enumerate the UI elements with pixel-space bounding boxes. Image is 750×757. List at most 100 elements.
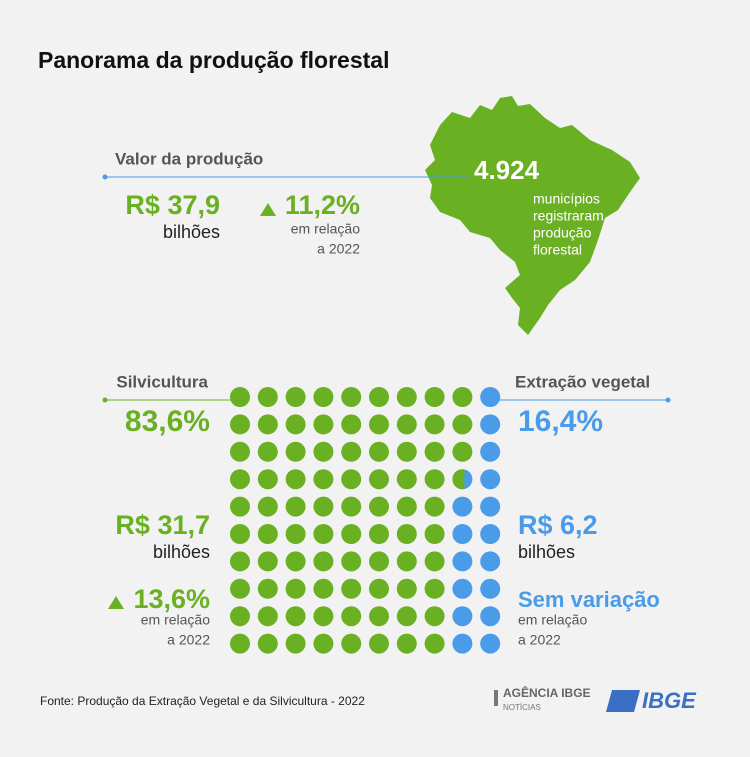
source: Fonte: Produção da Extração Vegetal e da… xyxy=(40,694,365,708)
connector-dot xyxy=(102,174,108,180)
waffle-dot xyxy=(396,524,417,544)
waffle-dot xyxy=(341,551,362,572)
segment-name: Extração vegetal xyxy=(515,372,650,391)
waffle-dot xyxy=(424,496,445,517)
waffle-dot xyxy=(369,414,389,435)
segment-note: a 2022 xyxy=(518,632,561,648)
waffle-dot xyxy=(285,387,306,407)
segment-change: 13,6% xyxy=(133,584,210,614)
agency-logo: AGÊNCIA IBGE NOTÍCIAS xyxy=(494,685,591,712)
waffle-dot xyxy=(257,387,278,407)
waffle-dot xyxy=(452,633,473,654)
waffle-dot xyxy=(313,496,334,517)
waffle-dot xyxy=(396,469,417,490)
waffle-dot xyxy=(230,387,250,407)
waffle-dot xyxy=(480,551,501,572)
waffle-dot xyxy=(230,496,250,517)
title: Panorama da produção florestal xyxy=(38,47,389,73)
waffle-dot xyxy=(396,441,417,462)
waffle-dot xyxy=(285,606,306,627)
waffle-dot xyxy=(480,469,501,490)
waffle-dot xyxy=(341,633,362,654)
waffle-dot xyxy=(369,387,389,407)
summary-note: em relação xyxy=(291,221,360,237)
map-count: 4.924 xyxy=(474,155,540,185)
waffle-dot xyxy=(452,578,473,599)
waffle-dot xyxy=(230,441,250,462)
segment-value: R$ 6,2 xyxy=(518,510,598,540)
waffle-dot xyxy=(341,469,362,490)
summary-change: 11,2% xyxy=(285,190,360,220)
segment-percent: 16,4% xyxy=(518,405,603,438)
waffle-dot xyxy=(452,496,473,517)
waffle-dot xyxy=(313,524,334,544)
waffle-dot xyxy=(285,524,306,544)
waffle-dot xyxy=(424,606,445,627)
waffle-dot xyxy=(313,551,334,572)
map-text: florestal xyxy=(533,242,582,258)
agency-sub: NOTÍCIAS xyxy=(503,703,541,712)
waffle-dot xyxy=(452,551,473,572)
segment-unit: bilhões xyxy=(518,542,575,562)
waffle-dot xyxy=(452,606,473,627)
waffle-dot xyxy=(230,551,250,572)
waffle-dot xyxy=(396,606,417,627)
waffle-dot xyxy=(396,387,417,407)
segment-unit: bilhões xyxy=(153,542,210,562)
waffle-dot xyxy=(341,496,362,517)
waffle-dot xyxy=(285,414,306,435)
waffle-dot xyxy=(424,524,445,544)
waffle-dot xyxy=(341,387,362,407)
waffle-dot xyxy=(313,633,334,654)
up-arrow xyxy=(260,203,276,216)
waffle-dot xyxy=(452,524,473,544)
waffle-dot xyxy=(424,633,445,654)
waffle-dot xyxy=(230,633,250,654)
waffle-dot xyxy=(452,414,473,435)
waffle-dot xyxy=(313,578,334,599)
waffle-dot xyxy=(369,551,389,572)
waffle-dot xyxy=(369,606,389,627)
waffle-dot xyxy=(257,524,278,544)
waffle-dot xyxy=(424,414,445,435)
waffle-dot xyxy=(257,551,278,572)
waffle-dot xyxy=(285,578,306,599)
waffle-dot-part xyxy=(452,469,465,490)
summary-value: R$ 37,9 xyxy=(125,190,220,220)
waffle-dot xyxy=(480,387,501,407)
map-text: registraram xyxy=(533,208,604,224)
waffle-dot xyxy=(396,633,417,654)
waffle-dot xyxy=(257,414,278,435)
summary-label: Valor da produção xyxy=(115,149,263,168)
waffle-dot xyxy=(452,441,473,462)
waffle-dot xyxy=(480,524,501,544)
waffle-dot xyxy=(313,387,334,407)
waffle-dot xyxy=(424,551,445,572)
waffle-dot xyxy=(369,469,389,490)
waffle-dot xyxy=(313,469,334,490)
segment-note: a 2022 xyxy=(167,632,210,648)
logo-bar xyxy=(494,690,498,706)
waffle-dot xyxy=(257,469,278,490)
waffle-dot xyxy=(480,441,501,462)
waffle-dot xyxy=(313,606,334,627)
waffle-dot xyxy=(480,496,501,517)
waffle-dot xyxy=(341,441,362,462)
waffle-dot xyxy=(285,633,306,654)
waffle-dot xyxy=(285,441,306,462)
segment-percent: 83,6% xyxy=(125,405,210,438)
waffle-dot xyxy=(230,606,250,627)
waffle-dot xyxy=(424,578,445,599)
waffle-dot xyxy=(341,414,362,435)
segment-note: em relação xyxy=(518,612,587,628)
waffle-dot xyxy=(480,414,501,435)
waffle-dot xyxy=(257,633,278,654)
waffle-dot xyxy=(230,469,250,490)
ibge-logo: IBGE xyxy=(642,688,697,713)
waffle-dot xyxy=(452,387,473,407)
segment-name: Silvicultura xyxy=(116,372,208,391)
segment-note: em relação xyxy=(141,612,210,628)
agency-name: AGÊNCIA IBGE xyxy=(503,685,591,700)
